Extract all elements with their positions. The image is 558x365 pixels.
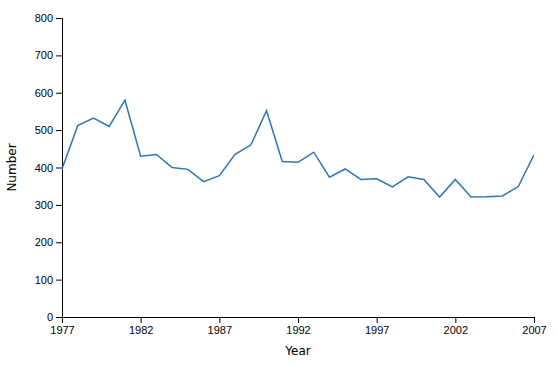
tick-mark [56,130,62,131]
tick-label: 100 [35,274,53,286]
tick-mark [56,205,62,206]
y-axis: 0 100 200 300 400 500 600 700 800 [35,12,63,323]
tick-mark [56,55,62,56]
tick-label: 1977 [50,324,74,336]
tick-mark [455,317,456,323]
tick-label: 700 [35,49,53,61]
tick-label: 2007 [522,324,546,336]
tick-mark [56,242,62,243]
tick: 300 [35,199,62,211]
line [62,100,534,197]
tick: 700 [35,49,62,61]
tick-label: 1987 [208,324,232,336]
tick: 1987 [208,317,232,336]
tick-label: 400 [35,162,53,174]
tick: 500 [35,124,62,136]
tick: 200 [35,236,62,248]
tick: 1982 [129,317,153,336]
y-axis-title: Number [5,143,19,191]
tick: 800 [35,12,62,24]
tick-label: 2002 [444,324,468,336]
tick-label: 200 [35,236,53,248]
tick: 1977 [50,317,74,336]
tick: 400 [35,162,62,174]
plot: 1977 1982 1987 1992 1997 2002 2007 0 100 200 300 40… [35,12,547,336]
tick-mark [56,93,62,94]
tick: 2007 [522,317,546,336]
tick: 600 [35,87,62,99]
tick-label: 800 [35,12,53,24]
axis-line [56,19,63,318]
x-axis-title: Year [284,344,310,358]
tick: 1992 [286,317,310,336]
tick-label: 600 [35,87,53,99]
tick-mark [534,317,535,323]
tick-label: 300 [35,199,53,211]
tick-label: 1982 [129,324,153,336]
tick-mark [56,18,62,19]
tick-label: 0 [47,311,53,323]
tick-mark [56,280,62,281]
x-axis: 1977 1982 1987 1992 1997 2002 2007 [50,317,546,336]
tick-mark [298,317,299,323]
axis-line [63,318,535,324]
tick-mark [377,317,378,323]
tick-label: 1992 [286,324,310,336]
tick: 2002 [444,317,468,336]
tick: 0 [47,311,62,323]
tick-mark [56,168,62,169]
marks [62,100,534,197]
tick-label: 500 [35,124,53,136]
tick-mark [56,317,62,318]
chart: 1977 1982 1987 1992 1997 2002 2007 0 100 200 300 40… [0,0,558,365]
tick: 1997 [365,317,389,336]
tick-mark [141,317,142,323]
tick-label: 1997 [365,324,389,336]
tick: 100 [35,274,62,286]
tick-mark [219,317,220,323]
